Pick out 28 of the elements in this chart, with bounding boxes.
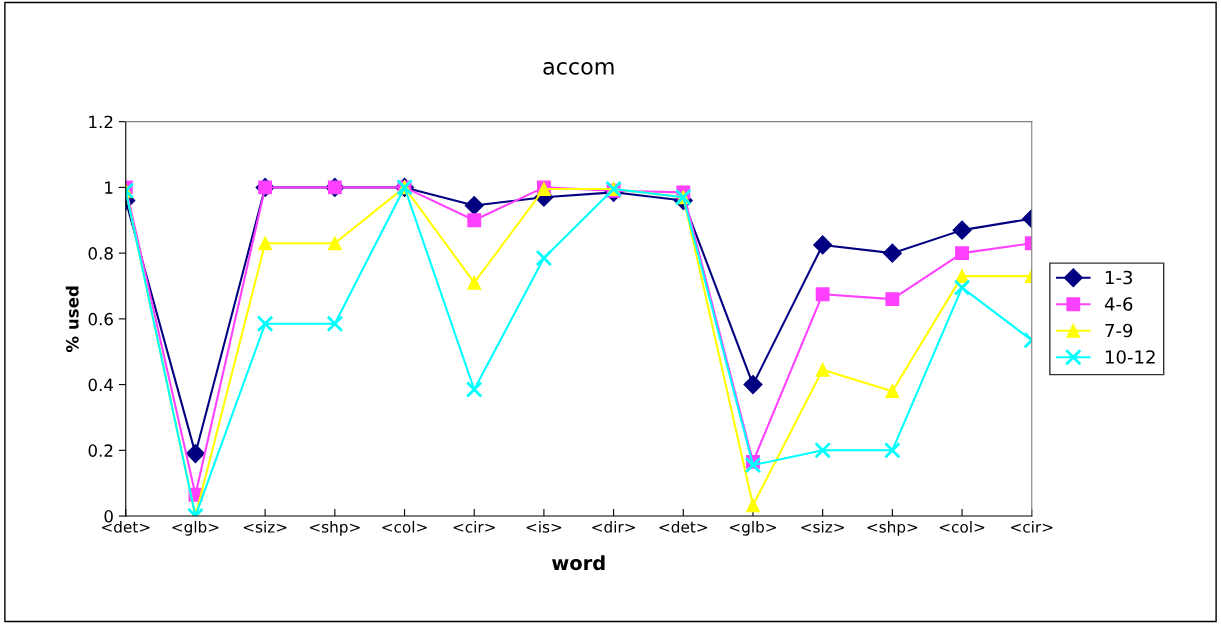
legend-label: 4-6 [1104,297,1133,311]
x-axis-title: word [552,555,605,571]
y-tick-label: 1.2 [89,115,113,129]
legend-label: 10-12 [1105,350,1155,364]
y-tick-label: 0.6 [88,312,113,326]
x-tick-label: <shp> [867,520,918,536]
x-tick-label: <shp> [309,520,360,536]
legend-label: 7-9 [1105,323,1133,338]
y-tick-label: 0.2 [88,444,113,457]
chart-title: accom [543,62,614,75]
x-tick-label: <is> [526,520,562,533]
y-axis-title: % used [65,286,79,353]
x-tick-label: <glb> [729,520,776,536]
x-tick-label: <siz> [243,520,287,533]
x-tick-label: <cir> [453,520,495,533]
y-tick-label: 0 [104,510,113,523]
x-tick-label: <col> [939,520,985,533]
y-tick-label: 0.4 [88,378,114,392]
y-tick-label: 1 [105,181,113,194]
y-tick-label: 0.8 [88,247,113,260]
legend-label: 1-3 [1105,270,1133,285]
x-tick-label: <det> [659,520,708,533]
x-tick-label: <cir> [1011,520,1053,533]
x-tick-label: <siz> [801,520,844,533]
x-tick-label: <glb> [172,520,219,536]
x-tick-label: <col> [382,520,427,533]
x-tick-label: <det> [102,520,150,533]
x-tick-label: <dir> [592,520,635,533]
